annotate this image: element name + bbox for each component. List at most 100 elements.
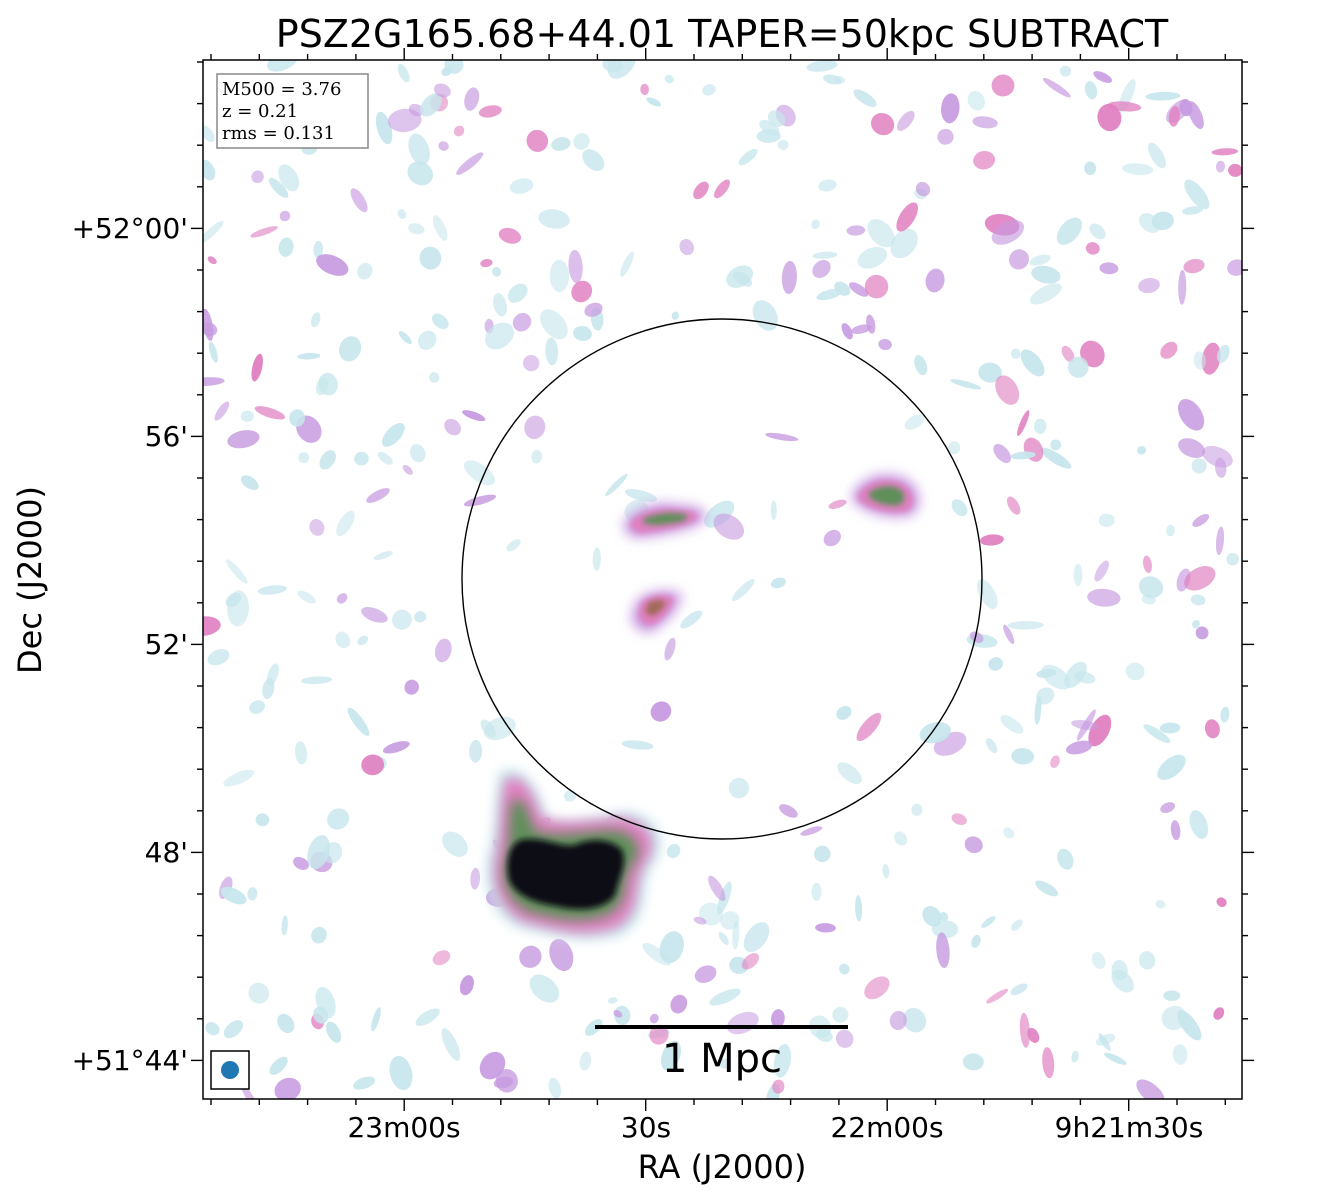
noise-blob — [1189, 810, 1209, 839]
noise-blob — [1111, 959, 1128, 981]
noise-blob — [1160, 341, 1178, 359]
noise-blob — [444, 418, 461, 436]
plot-frame — [202, 59, 1243, 1100]
noise-blob — [941, 93, 960, 124]
noise-blob — [864, 274, 889, 299]
noise-blob — [995, 375, 1020, 405]
noise-blob — [347, 707, 370, 737]
noise-blob — [1211, 148, 1239, 156]
noise-blob — [307, 835, 330, 870]
noise-blob — [279, 210, 291, 222]
noise-blob — [815, 1029, 833, 1042]
noise-blob — [914, 354, 928, 376]
noise-blob — [549, 259, 570, 292]
noise-blob — [841, 323, 853, 340]
noise-blob — [319, 450, 336, 470]
noise-blob — [462, 410, 486, 422]
noise-blob — [408, 223, 425, 235]
noise-blob — [951, 499, 968, 517]
noise-blob — [429, 372, 440, 383]
noise-blob — [1050, 439, 1062, 451]
noise-blob — [409, 444, 426, 463]
noise-blob — [1000, 715, 1024, 734]
noise-blob — [250, 226, 278, 238]
noise-blob — [297, 352, 321, 360]
noise-blob — [1042, 1047, 1055, 1079]
noise-blob — [203, 377, 225, 386]
noise-blob — [492, 266, 502, 277]
noise-blob — [1148, 142, 1166, 169]
noise-blob — [353, 1076, 376, 1090]
noise-blob — [1099, 262, 1119, 275]
noise-blob — [771, 1009, 785, 1029]
y-tick-label: 52' — [145, 628, 188, 661]
noise-blob — [573, 325, 592, 342]
noise-blob — [896, 202, 919, 232]
noise-blob — [251, 170, 264, 184]
noise-blob — [870, 112, 895, 136]
noise-blob — [1201, 342, 1221, 375]
noise-blob — [1071, 719, 1099, 731]
noise-blob — [720, 911, 740, 930]
x-tick-label: 22m00s — [830, 1111, 943, 1144]
y-axis-label: Dec (J2000) — [11, 486, 49, 674]
y-tick-label: 56' — [145, 420, 188, 453]
noise-blob — [205, 1021, 220, 1036]
noise-blob — [704, 500, 735, 528]
noise-blob — [1056, 217, 1082, 245]
noise-blob — [1029, 254, 1051, 266]
noise-blob — [269, 1056, 288, 1075]
noise-blob — [1122, 163, 1154, 175]
noise-blob — [419, 246, 442, 270]
noise-blob — [208, 341, 218, 363]
noise-blob — [728, 777, 750, 799]
noise-blob — [602, 60, 623, 73]
noise-blob — [1183, 258, 1205, 274]
noise-blob — [274, 1077, 301, 1099]
noise-blob — [408, 133, 430, 166]
y-tick-label: +51°44' — [72, 1044, 188, 1077]
noise-blob — [991, 74, 1015, 97]
noise-blob — [1145, 91, 1181, 101]
noise-blob — [1009, 249, 1029, 270]
noise-blob — [857, 246, 887, 269]
noise-blob — [1191, 458, 1207, 474]
noise-blob — [485, 322, 514, 350]
noise-blob — [948, 441, 961, 455]
noise-blob — [300, 676, 333, 685]
noise-blob — [1097, 103, 1122, 132]
noise-blob — [950, 379, 982, 390]
noise-blob — [834, 281, 851, 296]
noise-blob — [772, 1079, 785, 1094]
noise-blob — [649, 1024, 669, 1045]
noise-blob — [991, 219, 1025, 245]
noise-blob — [432, 950, 451, 966]
aperture-circle — [461, 318, 983, 840]
noise-blob — [456, 152, 484, 175]
noise-blob — [203, 125, 215, 143]
noise-blob — [664, 74, 674, 84]
noise-blob — [1084, 81, 1098, 100]
noise-blob — [1006, 496, 1021, 515]
noise-blob — [548, 1077, 562, 1099]
noise-blob — [371, 1007, 381, 1032]
noise-blob — [389, 1055, 413, 1091]
noise-blob — [289, 409, 306, 427]
noise-blob — [432, 215, 448, 241]
noise-blob — [523, 354, 540, 372]
noise-blob — [524, 415, 546, 440]
noise-blob — [398, 331, 412, 345]
noise-blob — [335, 631, 351, 649]
noise-blob — [495, 1069, 518, 1093]
noise-blob — [294, 741, 308, 765]
noise-blob — [225, 592, 242, 608]
noise-blob — [1042, 77, 1071, 98]
noise-blob — [434, 638, 452, 663]
noise-blob — [1029, 283, 1062, 305]
noise-blob — [741, 953, 760, 970]
noise-blob — [470, 867, 481, 890]
noise-blob — [967, 90, 985, 111]
noise-blob — [420, 93, 442, 117]
noise-blob — [315, 377, 328, 396]
noise-blob — [894, 831, 908, 846]
